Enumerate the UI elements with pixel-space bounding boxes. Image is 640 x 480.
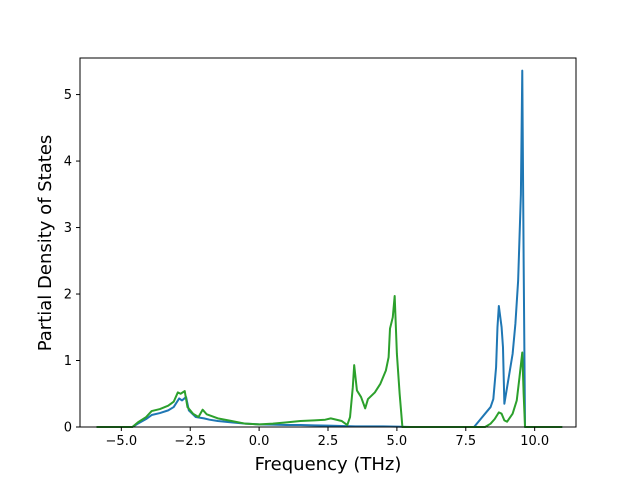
y-tick-label: 0	[64, 421, 72, 436]
x-tick-label: 7.5	[455, 434, 476, 449]
plot-frame	[79, 57, 577, 428]
y-axis-ticks: 0 1 2 3 4 5	[64, 88, 80, 436]
y-tick-label: 5	[64, 88, 72, 103]
x-tick-label: −2.5	[174, 434, 206, 449]
series-line-2	[96, 295, 563, 428]
x-axis-ticks: −5.0 −2.5 0.0 2.5 5.0 7.5 10.0	[106, 427, 549, 449]
y-tick-label: 4	[64, 155, 72, 170]
y-tick-label: 3	[64, 221, 72, 236]
series-line-1	[96, 69, 563, 428]
x-tick-label: 0.0	[249, 434, 270, 449]
x-tick-label: 2.5	[318, 434, 339, 449]
x-axis-label: Frequency (THz)	[255, 454, 402, 475]
y-axis-label: Partial Density of States	[35, 135, 56, 352]
y-tick-label: 1	[64, 354, 72, 369]
y-tick-label: 2	[64, 288, 72, 303]
x-tick-label: −5.0	[106, 434, 138, 449]
series-layer	[96, 69, 563, 428]
x-tick-label: 10.0	[520, 434, 549, 449]
x-tick-label: 5.0	[387, 434, 408, 449]
